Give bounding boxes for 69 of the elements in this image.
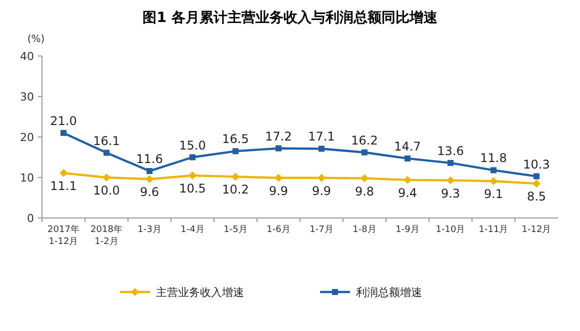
point <box>274 174 282 182</box>
point <box>276 145 282 152</box>
data-label: 10.3 <box>523 157 550 172</box>
point <box>534 173 540 180</box>
x-tick-label: 1-5月 <box>224 225 248 235</box>
point <box>360 174 368 182</box>
x-tick-label: 1-6月 <box>266 225 290 235</box>
point <box>188 171 196 180</box>
data-label: 10.5 <box>179 181 206 196</box>
data-label: 15.0 <box>179 138 206 152</box>
x-tick-label: 1-4月 <box>180 225 204 235</box>
data-label: 9.1 <box>484 187 504 202</box>
point <box>104 150 110 156</box>
point <box>490 177 498 186</box>
x-tick-label: 1-3月 <box>138 225 162 235</box>
data-label: 11.8 <box>480 151 507 166</box>
data-label: 9.9 <box>268 184 288 198</box>
data-label: 9.6 <box>140 185 160 200</box>
x-tick-label: 1-8月 <box>352 225 376 235</box>
point <box>146 168 152 174</box>
data-label: 8.5 <box>526 190 546 204</box>
data-label: 10.0 <box>93 184 120 198</box>
y-tick-label: 10 <box>20 172 34 184</box>
y-tick-label: 40 <box>20 50 34 63</box>
y-axis-title: (%) <box>27 34 45 45</box>
point <box>404 176 412 184</box>
data-label: 17.2 <box>265 129 292 144</box>
point <box>446 176 454 184</box>
x-tick-label: 2018年 1-2月 <box>90 224 122 247</box>
point <box>232 172 240 181</box>
data-label: 13.6 <box>437 144 464 158</box>
point <box>232 148 238 154</box>
data-label: 14.7 <box>394 139 421 154</box>
point <box>146 175 154 184</box>
y-tick-label: 0 <box>27 212 34 225</box>
point <box>490 167 496 174</box>
point <box>318 146 324 152</box>
chart-title: 图1 各月累计主营业务收入与利润总额同比增速 <box>142 9 438 26</box>
data-label: 9.9 <box>312 184 332 198</box>
data-label: 17.1 <box>308 130 335 144</box>
x-tick-label: 1-11月 <box>478 225 508 235</box>
x-tick-label: 1-7月 <box>310 225 334 235</box>
x-tick-label: 1-9月 <box>396 225 420 235</box>
data-label: 16.1 <box>93 134 120 148</box>
point <box>362 149 368 156</box>
data-label: 11.1 <box>50 179 77 194</box>
point <box>404 155 410 162</box>
data-label: 9.8 <box>354 184 374 198</box>
x-tick-label: 1-10月 <box>436 225 466 235</box>
y-tick-label: 20 <box>20 131 34 144</box>
point <box>318 174 326 182</box>
x-tick-label: 1-12月 <box>522 225 552 235</box>
point <box>102 174 110 182</box>
data-label: 9.3 <box>440 186 460 200</box>
data-label: 21.0 <box>50 114 77 128</box>
point <box>532 180 540 188</box>
point <box>60 169 68 178</box>
data-label: 9.4 <box>398 186 418 200</box>
x-tick-label: 2017年 1-12月 <box>48 224 80 247</box>
point <box>448 160 454 166</box>
y-tick-label: 30 <box>20 90 34 104</box>
point <box>190 154 196 160</box>
legend-label: 利润总额增速 <box>356 286 422 299</box>
data-label: 11.6 <box>136 152 163 166</box>
data-label: 16.5 <box>222 132 249 146</box>
data-label: 16.2 <box>351 133 378 148</box>
point <box>60 130 66 136</box>
data-label: 10.2 <box>222 182 249 197</box>
legend-label: 主营业务收入增速 <box>156 286 244 299</box>
